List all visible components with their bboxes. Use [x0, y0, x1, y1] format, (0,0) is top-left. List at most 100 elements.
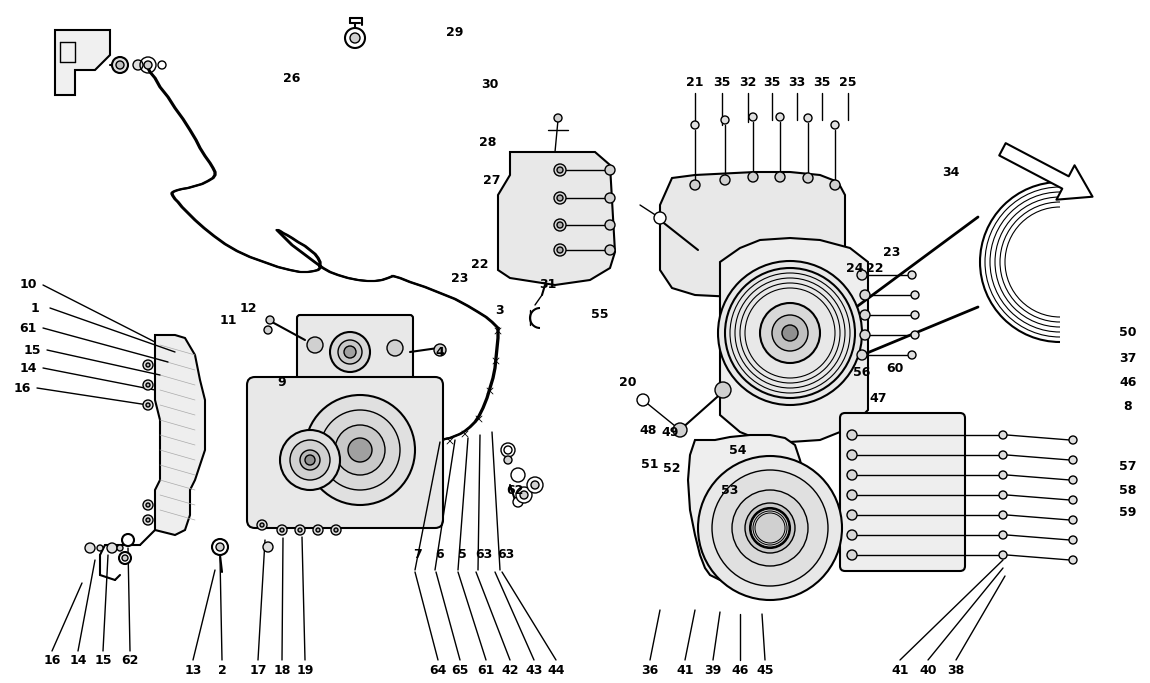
Circle shape [1070, 516, 1078, 524]
Circle shape [350, 33, 360, 43]
Circle shape [279, 430, 340, 490]
Circle shape [316, 528, 320, 532]
Text: 28: 28 [480, 137, 497, 150]
Circle shape [803, 173, 813, 183]
Circle shape [112, 57, 128, 73]
Circle shape [307, 337, 323, 353]
Circle shape [848, 470, 857, 480]
FancyBboxPatch shape [297, 315, 413, 386]
Text: 41: 41 [676, 663, 693, 676]
Circle shape [718, 261, 862, 405]
Circle shape [143, 400, 153, 410]
Text: 57: 57 [1119, 460, 1136, 473]
Circle shape [511, 468, 526, 482]
Circle shape [146, 403, 150, 407]
Text: 13: 13 [184, 663, 201, 676]
Circle shape [527, 477, 543, 493]
Circle shape [1070, 476, 1078, 484]
Circle shape [758, 516, 782, 540]
Text: 41: 41 [891, 663, 908, 676]
Circle shape [857, 270, 867, 280]
Circle shape [999, 511, 1007, 519]
Circle shape [999, 471, 1007, 479]
Polygon shape [720, 238, 868, 442]
Text: 26: 26 [283, 72, 300, 85]
Text: 63: 63 [497, 548, 515, 561]
Text: 51: 51 [642, 458, 659, 471]
Circle shape [513, 497, 523, 507]
FancyBboxPatch shape [247, 377, 443, 528]
Circle shape [848, 510, 857, 520]
Text: 38: 38 [948, 663, 965, 676]
Circle shape [776, 113, 784, 121]
Circle shape [911, 331, 919, 339]
Polygon shape [498, 152, 615, 285]
Text: 15: 15 [94, 654, 112, 667]
Text: 9: 9 [277, 376, 286, 389]
Text: 24: 24 [846, 262, 864, 275]
Circle shape [122, 534, 135, 546]
Circle shape [146, 363, 150, 367]
Text: 22: 22 [472, 258, 489, 272]
Polygon shape [55, 30, 110, 95]
Text: 2: 2 [217, 663, 227, 676]
Text: 7: 7 [414, 548, 422, 561]
Text: 15: 15 [23, 344, 40, 357]
Circle shape [116, 61, 124, 69]
Circle shape [654, 212, 666, 224]
Circle shape [118, 552, 131, 564]
Circle shape [637, 394, 649, 406]
Text: 33: 33 [789, 76, 806, 89]
Circle shape [330, 332, 370, 372]
Circle shape [290, 440, 330, 480]
Circle shape [388, 340, 402, 356]
Circle shape [804, 114, 812, 122]
Text: 20: 20 [619, 376, 637, 389]
Circle shape [144, 61, 152, 69]
Circle shape [338, 340, 362, 364]
Circle shape [263, 542, 273, 552]
Circle shape [264, 326, 273, 334]
Circle shape [344, 346, 356, 358]
Circle shape [848, 530, 857, 540]
Circle shape [860, 330, 871, 340]
Circle shape [300, 450, 320, 470]
Circle shape [348, 438, 371, 462]
Circle shape [1070, 536, 1078, 544]
Circle shape [97, 545, 104, 551]
Circle shape [760, 303, 820, 363]
Text: 46: 46 [731, 663, 749, 676]
Circle shape [1070, 496, 1078, 504]
Text: 34: 34 [943, 167, 960, 180]
Text: 61: 61 [477, 663, 494, 676]
Text: 6: 6 [436, 548, 444, 561]
Circle shape [999, 431, 1007, 439]
Text: 48: 48 [639, 423, 657, 436]
Circle shape [143, 380, 153, 390]
Circle shape [277, 525, 288, 535]
Text: 12: 12 [239, 301, 256, 314]
Circle shape [133, 60, 143, 70]
Circle shape [721, 116, 729, 124]
Text: 45: 45 [757, 663, 774, 676]
Text: 22: 22 [866, 262, 883, 275]
Circle shape [999, 531, 1007, 539]
Circle shape [712, 470, 828, 586]
Circle shape [908, 351, 917, 359]
Text: 42: 42 [501, 663, 519, 676]
Circle shape [320, 410, 400, 490]
Circle shape [296, 525, 305, 535]
Circle shape [554, 244, 566, 256]
Circle shape [557, 195, 564, 201]
Text: 58: 58 [1119, 484, 1136, 497]
Text: 62: 62 [121, 654, 139, 667]
Text: 18: 18 [274, 663, 291, 676]
Circle shape [554, 192, 566, 204]
Text: 37: 37 [1119, 352, 1136, 365]
Text: 64: 64 [429, 663, 446, 676]
Circle shape [765, 523, 775, 533]
Circle shape [279, 528, 284, 532]
Circle shape [857, 350, 867, 360]
Circle shape [143, 500, 153, 510]
Circle shape [749, 113, 757, 121]
